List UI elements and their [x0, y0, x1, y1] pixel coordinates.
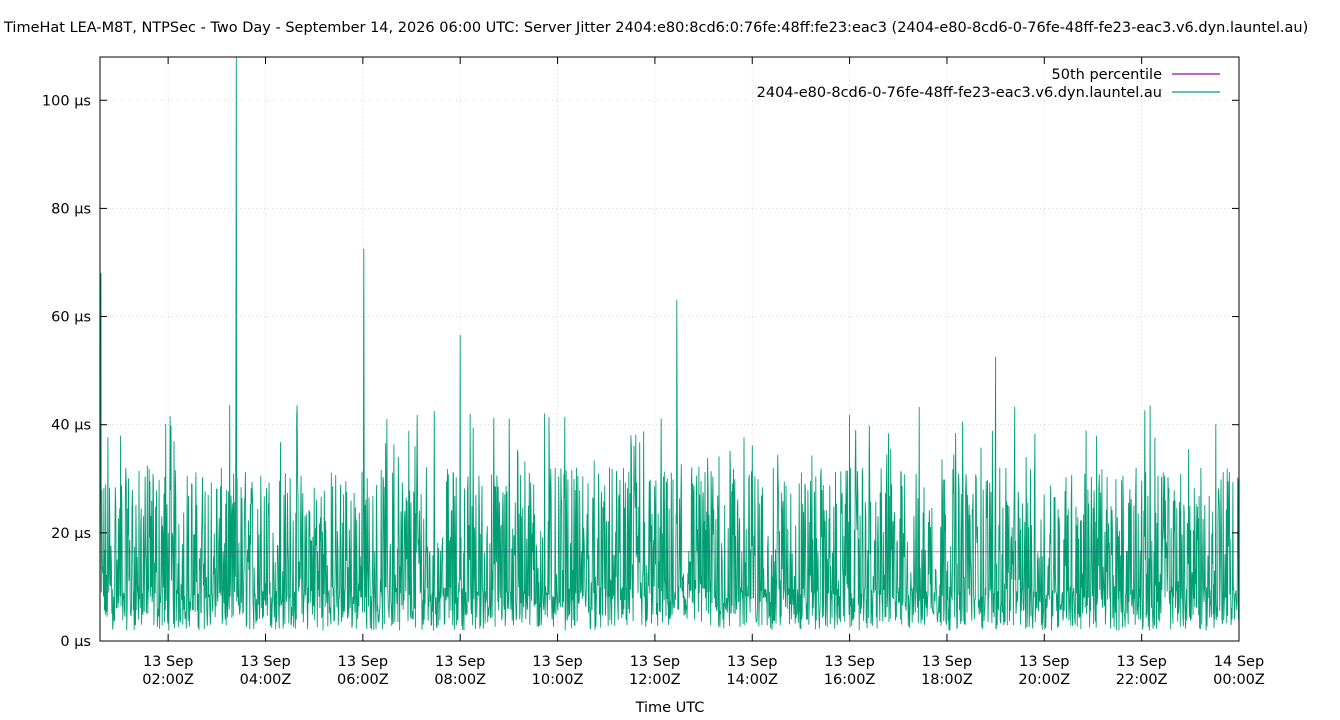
- x-tick-date: 13 Sep: [143, 654, 193, 670]
- x-tick-date: 13 Sep: [1019, 654, 1069, 670]
- x-tick-time: 12:00Z: [629, 672, 681, 688]
- x-tick-date: 13 Sep: [435, 654, 485, 670]
- x-tick-date: 13 Sep: [630, 654, 680, 670]
- x-axis-label: Time UTC: [635, 700, 705, 716]
- x-tick-time: 18:00Z: [921, 672, 973, 688]
- x-tick-date: 13 Sep: [824, 654, 874, 670]
- x-tick-time: 08:00Z: [434, 672, 486, 688]
- y-tick-label: 0 µs: [60, 634, 91, 650]
- x-tick-date: 13 Sep: [532, 654, 582, 670]
- x-tick-time: 06:00Z: [337, 672, 389, 688]
- x-tick-time: 20:00Z: [1018, 672, 1070, 688]
- legend: 50th percentile 2404-e80-8cd6-0-76fe-48f…: [757, 67, 1220, 101]
- x-tick-date: 13 Sep: [727, 654, 777, 670]
- x-tick-time: 10:00Z: [532, 672, 584, 688]
- x-tick-date: 13 Sep: [240, 654, 290, 670]
- legend-label-server: 2404-e80-8cd6-0-76fe-48ff-fe23-eac3.v6.d…: [757, 85, 1162, 101]
- jitter-series-line: [99, 56, 1240, 631]
- x-tick-date: 13 Sep: [922, 654, 972, 670]
- x-tick-time: 00:00Z: [1213, 672, 1265, 688]
- x-tick-date: 13 Sep: [1116, 654, 1166, 670]
- y-tick-label: 20 µs: [51, 526, 91, 542]
- y-tick-label: 100 µs: [42, 93, 91, 109]
- y-axis: 0 µs 20 µs 40 µs 60 µs 80 µs 100 µs: [42, 93, 1239, 650]
- y-tick-label: 60 µs: [51, 310, 91, 326]
- plot-frame: [99, 56, 1240, 642]
- x-tick-date: 13 Sep: [338, 654, 388, 670]
- x-tick-time: 04:00Z: [240, 672, 292, 688]
- chart-title: TimeHat LEA-M8T, NTPSec - Two Day - Sept…: [4, 20, 1309, 36]
- grid-lines: [100, 57, 1239, 641]
- x-tick-date: 14 Sep: [1214, 654, 1264, 670]
- jitter-series-area: [99, 56, 1240, 631]
- x-tick-time: 16:00Z: [824, 672, 876, 688]
- x-axis: 13 Sep 02:00Z 13 Sep 04:00Z 13 Sep 06:00Z 13 S…: [142, 57, 1265, 688]
- legend-label-median: 50th percentile: [1052, 67, 1163, 83]
- x-tick-time: 02:00Z: [142, 672, 194, 688]
- y-tick-label: 80 µs: [51, 201, 91, 217]
- x-tick-time: 14:00Z: [726, 672, 778, 688]
- x-tick-time: 22:00Z: [1116, 672, 1168, 688]
- y-tick-label: 40 µs: [51, 418, 91, 434]
